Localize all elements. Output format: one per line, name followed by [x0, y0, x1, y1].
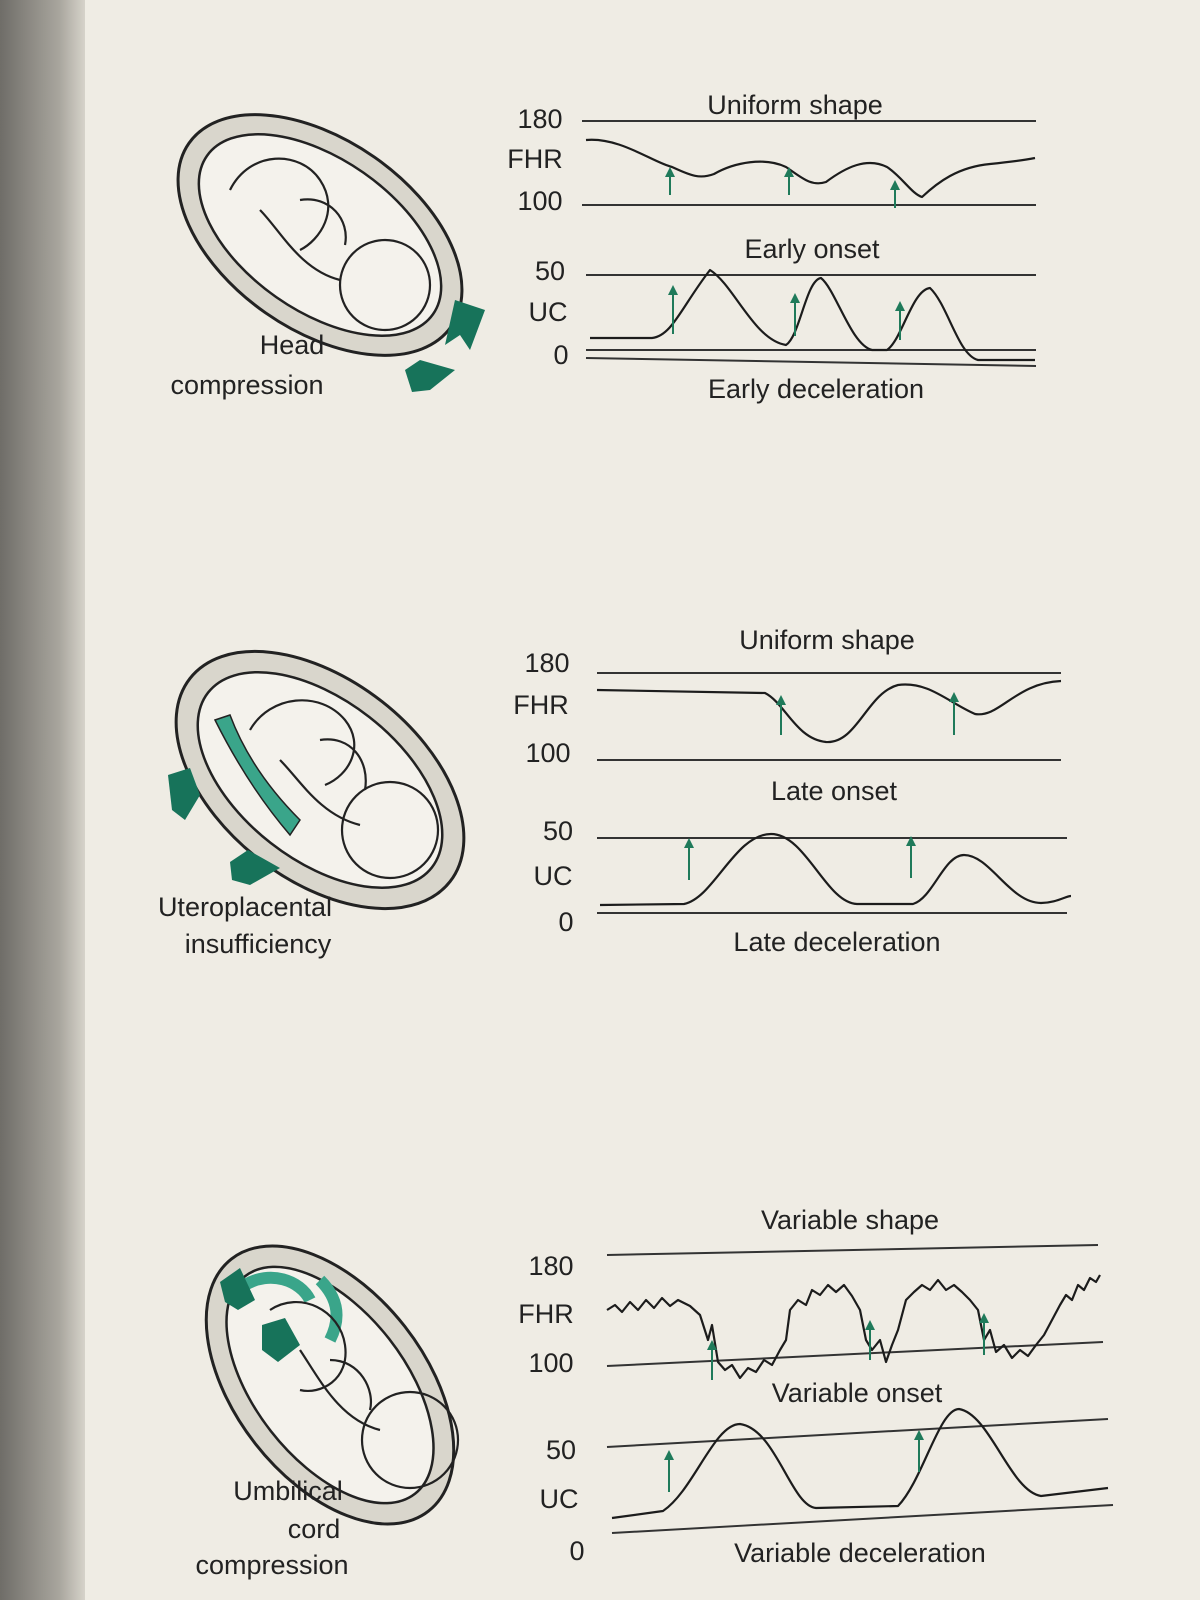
book-gutter [0, 0, 85, 1600]
axis-label: 100 [517, 186, 562, 216]
axis-label: UC [540, 1484, 579, 1514]
uc-label: Late onset [771, 776, 898, 806]
panel: Uteroplacental insufficiency Uniform sha… [158, 625, 1072, 959]
axis-label: 100 [525, 738, 570, 768]
footer-label: Late deceleration [733, 927, 940, 957]
fhr-label: Variable shape [761, 1205, 939, 1235]
caption-line: compression [170, 370, 323, 400]
axis-label: 180 [528, 1251, 573, 1281]
uc-lower-rule [585, 357, 1037, 367]
fhr-upper-rule [606, 1244, 1099, 1256]
axis-label: FHR [507, 144, 563, 174]
fhr-lower-rule [606, 1341, 1104, 1367]
caption-line: insufficiency [185, 929, 332, 959]
axis-label: 0 [553, 340, 568, 370]
caption-line: compression [195, 1550, 348, 1580]
uc-label: Variable onset [772, 1378, 943, 1408]
axis-label: UC [534, 861, 573, 891]
panel: Umbilical cord compression Variable shap… [195, 1205, 1114, 1580]
fhr-trace [585, 138, 1036, 199]
uc-trace [611, 1407, 1109, 1520]
uc-trace [599, 832, 1072, 907]
caption-line: Uteroplacental [158, 892, 332, 922]
caption-line: cord [288, 1514, 341, 1544]
axis-label: 50 [543, 816, 573, 846]
illustration [168, 649, 466, 911]
axis-label: FHR [513, 690, 569, 720]
footer-label: Early deceleration [708, 374, 924, 404]
axis-label: UC [529, 297, 568, 327]
axis-label: 0 [569, 1536, 584, 1566]
fhr-trace [596, 679, 1062, 744]
uc-lower-rule [611, 1504, 1114, 1534]
illustration [176, 113, 485, 392]
panel: Head compression Uniform shape 180 FHR 1… [170, 90, 1037, 404]
caption-line: Head [260, 330, 325, 360]
axis-label: 180 [524, 648, 569, 678]
fhr-label: Uniform shape [739, 625, 915, 655]
axis-label: 100 [528, 1348, 573, 1378]
footer-label: Variable deceleration [734, 1538, 986, 1568]
uc-label: Early onset [744, 234, 880, 264]
fhr-label: Uniform shape [707, 90, 883, 120]
uc-upper-rule [606, 1418, 1109, 1448]
axis-label: 50 [546, 1435, 576, 1465]
uc-trace [590, 268, 1035, 362]
axis-label: 50 [535, 256, 565, 286]
illustration [204, 1244, 460, 1526]
axis-label: 180 [517, 104, 562, 134]
fhr-trace [606, 1274, 1101, 1380]
axis-label: FHR [518, 1299, 574, 1329]
caption-line: Umbilical [233, 1476, 343, 1506]
axis-label: 0 [558, 907, 573, 937]
